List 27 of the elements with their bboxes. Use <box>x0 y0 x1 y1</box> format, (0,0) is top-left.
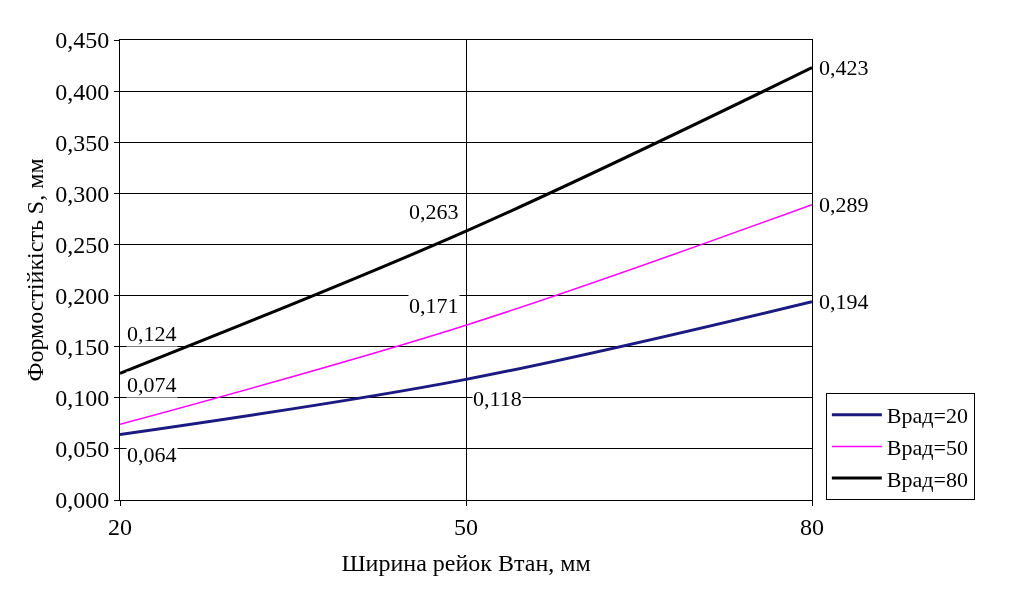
y-tick-label: 0,400 <box>55 78 110 105</box>
y-tick-label: 0,350 <box>55 129 110 156</box>
legend-label: Врад=80 <box>886 466 968 492</box>
y-tick-label: 0,450 <box>55 27 110 54</box>
data-label: 0,118 <box>473 386 522 411</box>
y-tick-label: 0,250 <box>55 231 110 258</box>
data-label: 0,289 <box>819 192 869 217</box>
legend-label: Врад=50 <box>886 434 968 460</box>
y-tick-label: 0,100 <box>55 385 110 412</box>
y-tick-label: 0,050 <box>55 436 110 463</box>
y-tick-label: 0,300 <box>55 180 110 207</box>
x-tick-label: 80 <box>800 513 824 540</box>
data-label: 0,194 <box>819 289 869 314</box>
data-label: 0,171 <box>409 293 459 318</box>
data-label: 0,124 <box>127 321 177 346</box>
y-tick-label: 0,000 <box>55 487 110 514</box>
x-tick-label: 50 <box>454 513 478 540</box>
y-tick-label: 0,200 <box>55 282 110 309</box>
x-tick-label: 20 <box>108 513 132 540</box>
data-label: 0,263 <box>409 199 459 224</box>
data-label: 0,423 <box>819 55 869 80</box>
y-axis-title: Формостійкість S, мм <box>22 158 49 382</box>
y-tick-label: 0,150 <box>55 334 110 361</box>
legend-label: Врад=20 <box>886 403 968 429</box>
data-label: 0,064 <box>127 442 177 467</box>
x-axis-title: Ширина рейок Втан, мм <box>341 550 591 577</box>
data-label: 0,074 <box>127 372 177 397</box>
